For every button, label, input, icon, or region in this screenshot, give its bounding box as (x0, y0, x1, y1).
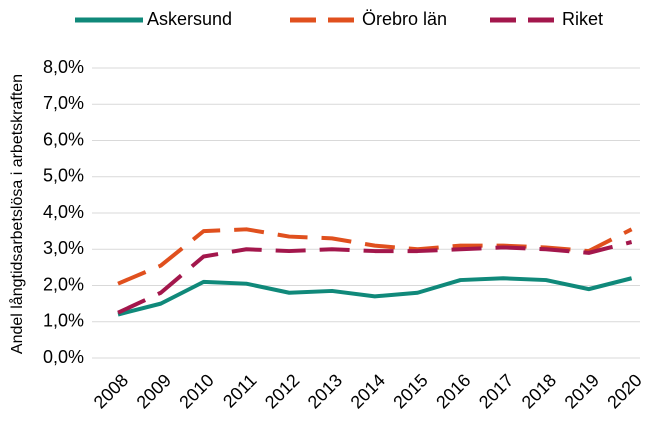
x-tick-label: 2017 (475, 370, 517, 412)
y-tick-label: 7,0% (43, 93, 84, 113)
legend-label: Askersund (147, 9, 232, 29)
y-tick-label: 4,0% (43, 202, 84, 222)
y-tick-label: 6,0% (43, 129, 84, 149)
x-tick-label: 2009 (133, 370, 175, 412)
x-tick-label: 2019 (561, 370, 603, 412)
legend-label: Riket (562, 9, 603, 29)
series-line (117, 240, 633, 315)
x-tick-label: 2010 (175, 370, 217, 412)
x-tick-label: 2015 (389, 370, 431, 412)
series-line (117, 227, 633, 286)
x-tick-label: 2012 (261, 370, 303, 412)
legend-label: Örebro län (362, 9, 447, 29)
x-tick-label: 2008 (90, 370, 132, 412)
series-line (117, 276, 633, 317)
x-tick-label: 2014 (347, 370, 389, 412)
y-tick-label: 8,0% (43, 57, 84, 77)
y-tick-label: 0,0% (43, 347, 84, 367)
x-tick-label: 2018 (518, 370, 560, 412)
x-tick-label: 2013 (304, 370, 346, 412)
x-tick-label: 2011 (219, 370, 261, 412)
y-tick-label: 1,0% (43, 311, 84, 331)
y-tick-label: 2,0% (43, 274, 84, 294)
y-tick-label: 5,0% (43, 166, 84, 186)
y-axis-label: Andel långtidsarbetslösa i arbetskraften (8, 74, 26, 354)
x-tick-label: 2020 (603, 370, 645, 412)
x-tick-label: 2016 (432, 370, 474, 412)
y-tick-label: 3,0% (43, 238, 84, 258)
